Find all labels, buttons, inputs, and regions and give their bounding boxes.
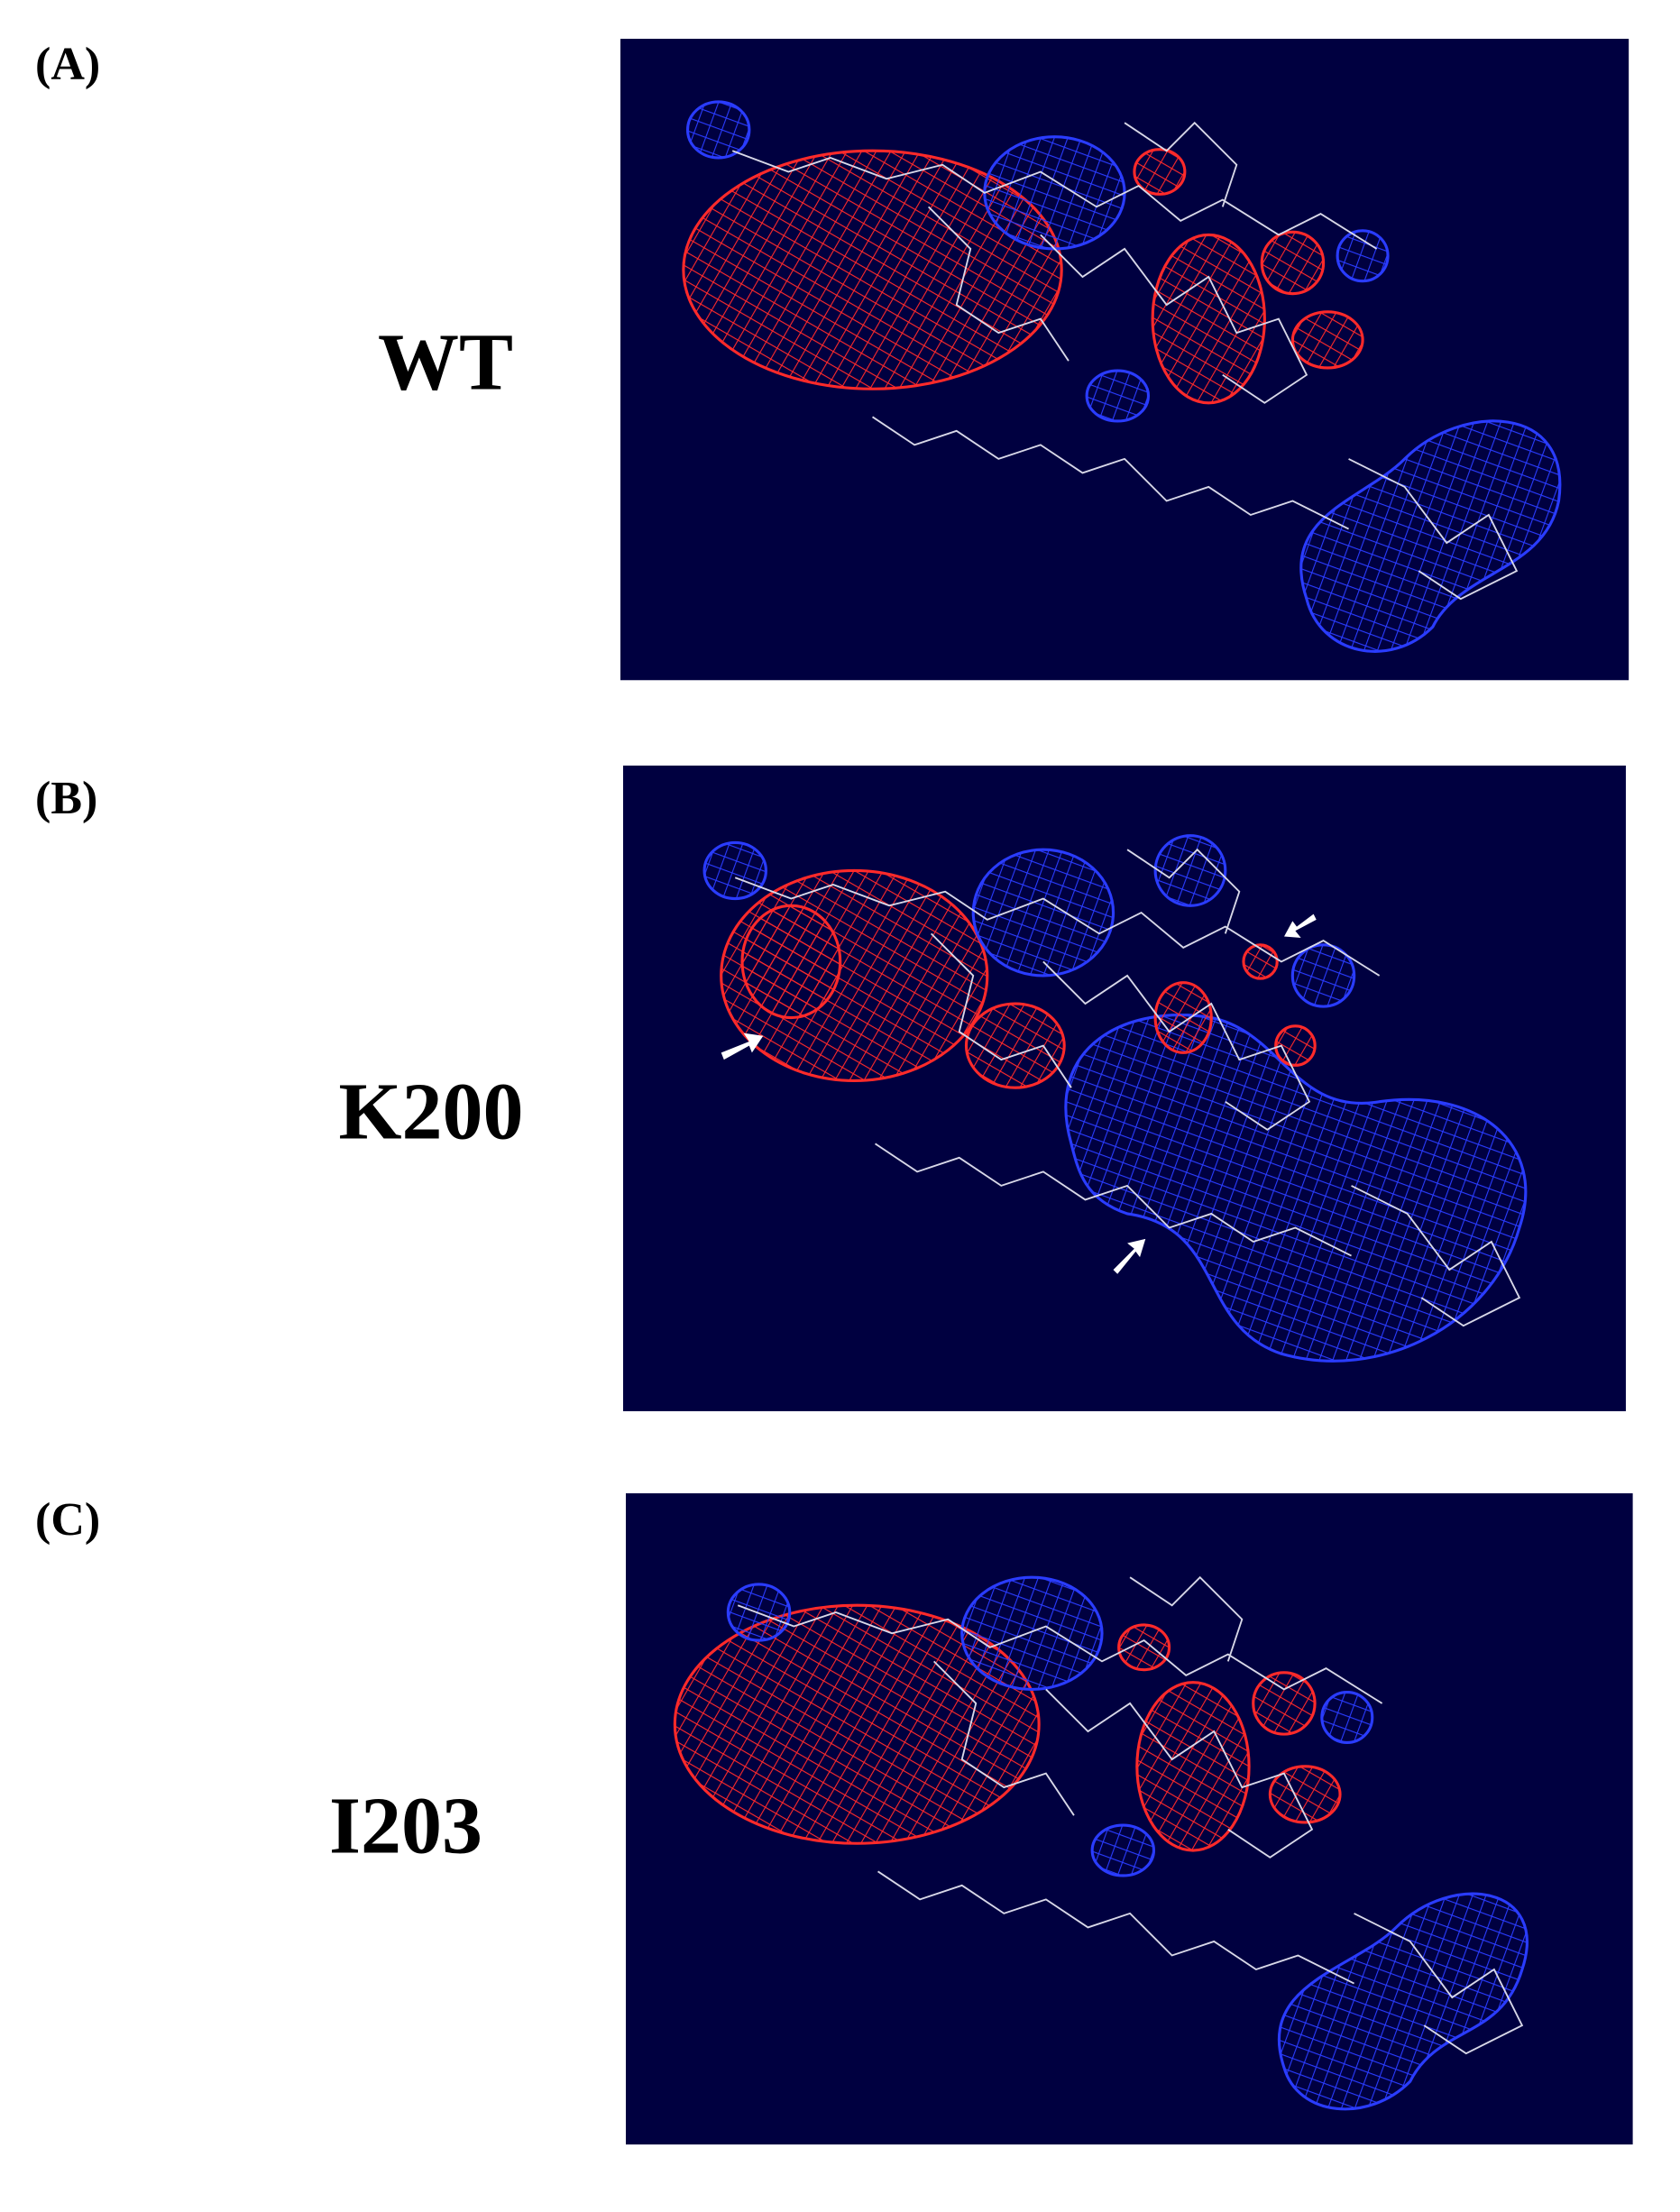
structure-image: [626, 1493, 1633, 2144]
variant-label: I203: [329, 1782, 482, 1871]
panel-label: (B): [35, 773, 97, 824]
structure-image: [620, 39, 1629, 680]
panel-label: (C): [35, 1494, 100, 1546]
structure-image: [623, 766, 1626, 1411]
variant-label: WT: [378, 318, 513, 408]
variant-label: K200: [338, 1068, 523, 1157]
panel-label: (A): [35, 39, 100, 90]
